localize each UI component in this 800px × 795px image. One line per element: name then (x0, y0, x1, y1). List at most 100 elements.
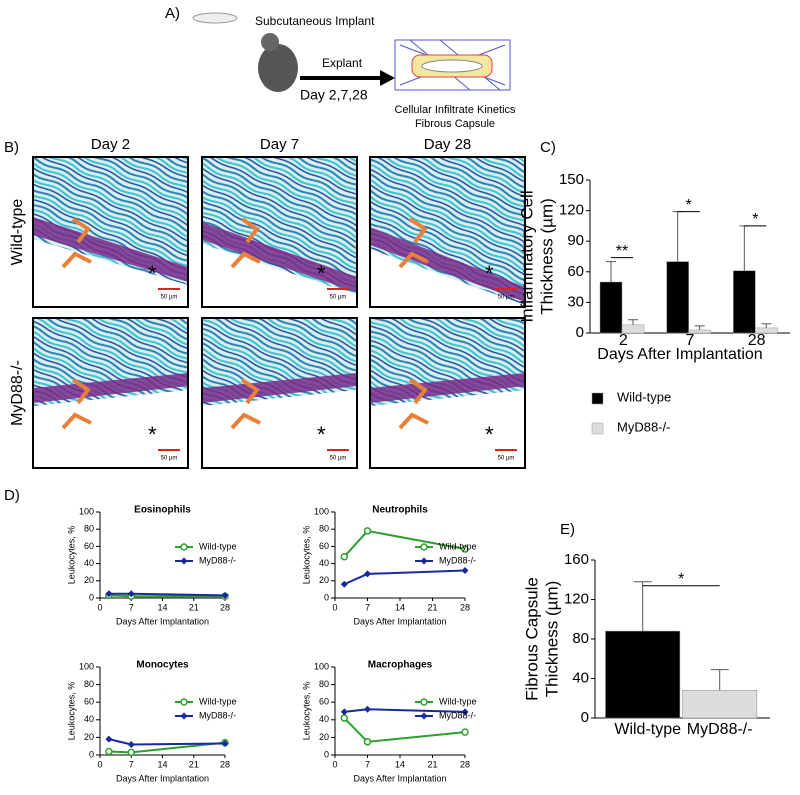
y-tick-label: 0 (89, 749, 94, 759)
y-tick-label: 20 (84, 575, 94, 585)
point (127, 748, 135, 757)
line (108, 738, 226, 746)
y-tick-label: 120 (564, 590, 589, 607)
point (221, 591, 229, 599)
arrowhead (398, 412, 429, 430)
legend-marker (420, 543, 428, 551)
y-axis-label: Leukocytes, % (66, 682, 76, 741)
legend-swatch (591, 422, 604, 435)
asterisk: * (485, 422, 494, 447)
y-tick-label: 0 (576, 324, 584, 341)
x-tick-label: 14 (395, 602, 405, 612)
bar (599, 281, 623, 334)
scale-bar-label: 50 µm (498, 456, 515, 462)
outcome-label: Fibrous Capsule (415, 118, 495, 130)
y-tick-label: 20 (319, 575, 329, 585)
legend-marker (180, 698, 188, 706)
image-border (32, 317, 189, 469)
chart-title: Macrophages (368, 660, 433, 671)
y-tick-label: 100 (79, 506, 94, 516)
x-axis-label: Days After Implantation (116, 616, 209, 626)
y-tick-label: 80 (319, 524, 329, 534)
panel-label: B) (4, 139, 19, 156)
asterisk: * (148, 261, 157, 286)
y-axis-label: Thickness (µm) (542, 581, 561, 698)
image-border (32, 156, 189, 308)
arrowhead (230, 251, 261, 269)
legend-label: Wild-type (617, 389, 671, 404)
y-tick-label: 80 (84, 524, 94, 534)
point (340, 552, 349, 561)
line (343, 569, 466, 586)
arrowhead (61, 412, 92, 430)
legend-marker (420, 698, 428, 706)
point (363, 527, 372, 535)
asterisk: * (148, 422, 157, 447)
significance-label: * (686, 197, 692, 214)
legend-swatch (591, 392, 604, 405)
chart-title: Neutrophils (372, 505, 428, 516)
x-tick-label: 7 (129, 602, 134, 612)
legend-label: MyD88-/- (199, 555, 236, 565)
y-tick-label: 40 (84, 714, 94, 724)
column-label: Day 2 (91, 136, 130, 153)
bar (605, 630, 681, 719)
image-border (369, 317, 526, 469)
point (340, 708, 348, 716)
y-tick-label: 100 (79, 661, 94, 671)
point (364, 570, 371, 578)
legend-label: MyD88-/- (617, 419, 670, 434)
implant-label: Subcutaneous Implant (255, 14, 375, 28)
line (343, 717, 466, 743)
panel-label: D) (4, 487, 20, 504)
histology-image (201, 317, 358, 469)
y-axis-label: Leukocytes, % (66, 526, 76, 585)
capsule-band (370, 227, 525, 302)
legend-label: MyD88-/- (439, 555, 476, 565)
capsule-band (202, 222, 357, 292)
column-label: Day 28 (424, 136, 472, 153)
point (364, 705, 371, 713)
x-tick-label: 14 (157, 759, 167, 769)
y-tick-label: 80 (84, 679, 94, 689)
legend-label: Wild-type (439, 696, 477, 706)
y-tick-label: 60 (84, 541, 94, 551)
arrowhead (71, 217, 91, 244)
histology-image (32, 156, 189, 308)
y-tick-label: 20 (84, 732, 94, 742)
image-border (201, 156, 358, 308)
capsule-band (33, 217, 188, 282)
x-axis-label: Days After Implantation (116, 773, 209, 783)
histology-image (369, 156, 526, 308)
x-tick-label: 28 (460, 759, 470, 769)
x-tick-label: 0 (97, 602, 102, 612)
y-axis-label: Leukocytes, % (301, 526, 311, 585)
y-tick-label: 40 (319, 558, 329, 568)
arrowhead (398, 251, 429, 269)
panel-label: A) (165, 5, 180, 22)
x-tick-label: 7 (365, 759, 370, 769)
outcome-label: Cellular Infiltrate Kinetics (394, 104, 516, 116)
x-axis-label: Days After Implantation (353, 773, 446, 783)
x-tick-label: 21 (189, 602, 199, 612)
point (461, 708, 469, 716)
y-tick-label: 40 (572, 669, 589, 686)
y-tick-label: 100 (314, 661, 329, 671)
arrowhead (240, 217, 260, 244)
y-tick-label: 40 (84, 558, 94, 568)
x-tick-label: 21 (189, 759, 199, 769)
y-tick-label: 0 (89, 592, 94, 602)
bar (666, 261, 689, 334)
y-tick-label: 80 (572, 630, 589, 647)
image-border (369, 156, 526, 308)
y-axis-label: Fibrous Capsule (522, 577, 541, 701)
point (461, 545, 469, 553)
significance-label: * (752, 211, 758, 228)
point (461, 728, 469, 736)
point (340, 714, 349, 722)
bar (621, 324, 645, 334)
y-tick-label: 60 (84, 697, 94, 707)
point (105, 747, 113, 756)
row-label: Wild-type (9, 199, 26, 266)
y-tick-label: 100 (314, 506, 329, 516)
